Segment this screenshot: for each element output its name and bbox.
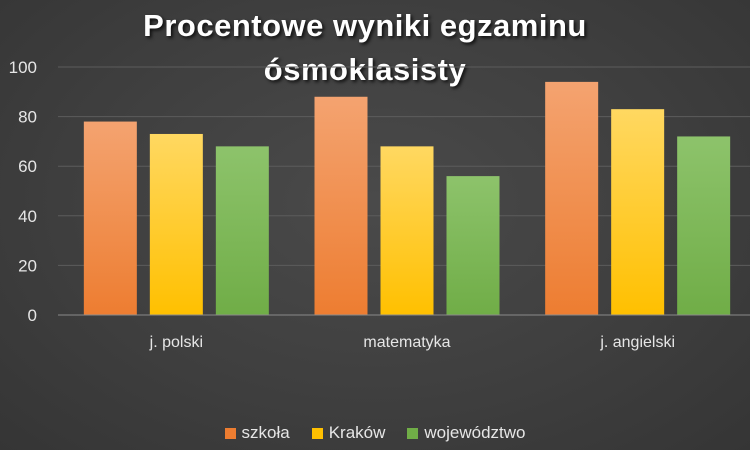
chart-title: Procentowe wyniki egzaminu ósmoklasisty — [95, 4, 635, 92]
chart-title-line-2: ósmoklasisty — [263, 52, 467, 87]
legend-item: szkoła — [224, 423, 290, 443]
legend-item: województwo — [407, 423, 525, 443]
chart-title-line-1: Procentowe wyniki egzaminu — [143, 8, 587, 43]
legend-label: województwo — [424, 423, 526, 442]
legend-label: Kraków — [328, 423, 386, 442]
bar-szkoła-j. angielski — [545, 81, 599, 315]
bar-województwo-j. angielski — [677, 136, 731, 315]
bar-województwo-matematyka — [446, 176, 500, 315]
axes: 0 20 40 60 80 100 j. polski matematyka j. angiel… — [9, 58, 750, 351]
bar-Kraków-matematyka — [380, 146, 434, 315]
bar-województwo-j. polski — [215, 146, 269, 315]
legend-item: Kraków — [311, 423, 386, 443]
bars — [83, 81, 731, 315]
legend-swatch — [311, 427, 323, 439]
bar-szkoła-matematyka — [314, 96, 368, 315]
y-tick-label: 100 — [9, 58, 37, 77]
bar-szkoła-j. polski — [83, 121, 137, 315]
legend: szkoła Kraków województwo — [0, 423, 750, 443]
legend-label: szkoła — [241, 423, 290, 442]
x-tick-label: j. angielski — [599, 334, 675, 351]
y-tick-label: 80 — [18, 108, 37, 127]
y-tick-label: 0 — [28, 306, 37, 325]
y-tick-label: 60 — [18, 157, 37, 176]
x-tick-label: matematyka — [363, 334, 450, 351]
x-tick-label: j. polski — [149, 334, 203, 351]
legend-swatch — [224, 427, 236, 439]
bar-Kraków-j. angielski — [611, 109, 665, 315]
bar-Kraków-j. polski — [149, 133, 203, 315]
y-tick-label: 40 — [18, 207, 37, 226]
y-tick-label: 20 — [18, 256, 37, 275]
legend-swatch — [407, 427, 419, 439]
